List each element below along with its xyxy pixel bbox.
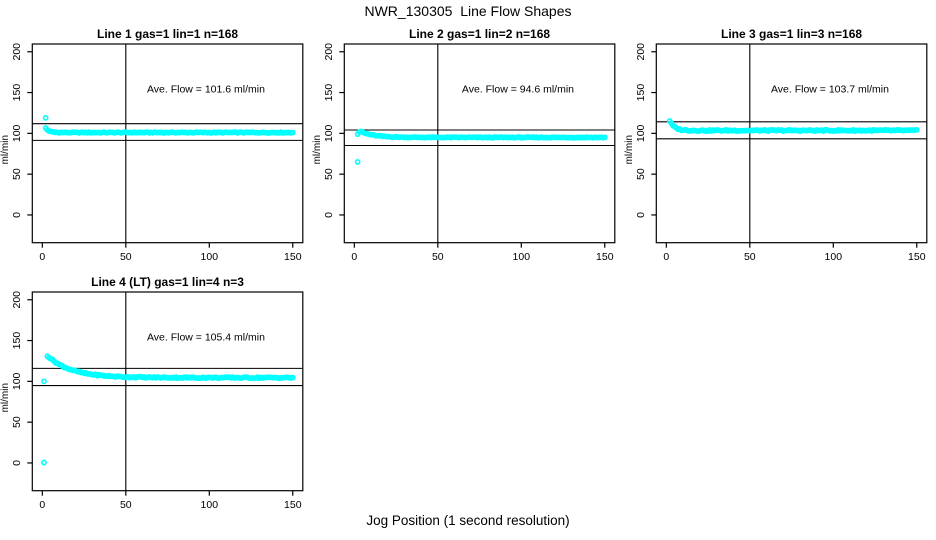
ave-flow-annotation: Ave. Flow = 103.7 ml/min <box>771 84 889 96</box>
svg-text:100: 100 <box>201 251 219 263</box>
x-axis: 0 50 100 150 <box>39 242 302 263</box>
x-axis: 0 50 100 150 <box>39 490 302 511</box>
svg-text:0: 0 <box>663 251 669 263</box>
svg-text:100: 100 <box>201 499 219 511</box>
reference-lines <box>344 44 615 243</box>
data-points <box>354 128 608 165</box>
svg-text:100: 100 <box>635 124 647 142</box>
data-points <box>42 114 296 136</box>
reference-lines <box>656 44 927 243</box>
svg-text:150: 150 <box>323 84 335 102</box>
ave-flow-annotation: Ave. Flow = 94.6 ml/min <box>462 84 574 96</box>
figure-x-axis-label: Jog Position (1 second resolution) <box>366 513 570 528</box>
svg-text:200: 200 <box>11 43 23 61</box>
svg-text:50: 50 <box>11 168 23 180</box>
ave-flow-annotation: Ave. Flow = 101.6 ml/min <box>147 84 265 96</box>
y-axis: 0 50 100 150 200 <box>323 43 345 218</box>
x-axis: 0 50 100 150 <box>663 242 926 263</box>
panel-line3: Line 3 gas=1 lin=3 n=168 0 50 100 150 0 50 100 1… <box>624 20 936 268</box>
y-axis: 0 50 100 150 200 <box>11 43 33 218</box>
ave-flow-annotation: Ave. Flow = 105.4 ml/min <box>147 332 265 344</box>
svg-text:0: 0 <box>323 212 335 218</box>
svg-text:150: 150 <box>908 251 926 263</box>
line4-chart: Line 4 (LT) gas=1 lin=4 n=3 0 50 100 150 0 50 1… <box>0 275 304 511</box>
figure-title: NWR_130305 Line Flow Shapes <box>364 3 572 19</box>
svg-text:0: 0 <box>635 212 647 218</box>
plot-box <box>31 43 304 244</box>
svg-text:50: 50 <box>323 168 335 180</box>
panel-title: Line 3 gas=1 lin=3 n=168 <box>721 27 862 41</box>
svg-text:0: 0 <box>351 251 357 263</box>
svg-text:150: 150 <box>635 84 647 102</box>
panel-title: Line 2 gas=1 lin=2 n=168 <box>409 27 550 41</box>
line1-chart: Line 1 gas=1 lin=1 n=168 0 50 100 150 0 50 100 1… <box>0 27 304 263</box>
line2-chart: Line 2 gas=1 lin=2 n=168 0 50 100 150 0 50 100 1… <box>312 27 616 263</box>
panel-title: Line 4 (LT) gas=1 lin=4 n=3 <box>91 275 244 289</box>
panel-line1: Line 1 gas=1 lin=1 n=168 0 50 100 150 0 50 100 1… <box>0 20 312 268</box>
svg-text:100: 100 <box>11 372 23 390</box>
svg-text:50: 50 <box>635 168 647 180</box>
svg-text:50: 50 <box>744 251 756 263</box>
y-axis-label: ml/min <box>624 135 635 164</box>
data-points <box>666 118 920 135</box>
plot-box <box>343 43 616 244</box>
svg-text:50: 50 <box>120 499 132 511</box>
line3-chart: Line 3 gas=1 lin=3 n=168 0 50 100 150 0 50 100 1… <box>624 27 928 263</box>
panel-title: Line 1 gas=1 lin=1 n=168 <box>97 27 238 41</box>
svg-text:50: 50 <box>432 251 444 263</box>
svg-text:100: 100 <box>513 251 531 263</box>
svg-text:100: 100 <box>323 124 335 142</box>
data-points <box>41 353 296 466</box>
svg-text:150: 150 <box>11 332 23 350</box>
y-axis-label: ml/min <box>0 135 11 164</box>
y-axis-label: ml/min <box>0 383 11 412</box>
x-axis: 0 50 100 150 <box>351 242 614 263</box>
svg-text:0: 0 <box>39 499 45 511</box>
y-axis: 0 50 100 150 200 <box>11 291 33 466</box>
svg-text:0: 0 <box>11 460 23 466</box>
svg-text:200: 200 <box>323 43 335 61</box>
svg-text:150: 150 <box>596 251 614 263</box>
svg-text:200: 200 <box>11 291 23 309</box>
svg-text:50: 50 <box>120 251 132 263</box>
svg-text:150: 150 <box>284 499 302 511</box>
reference-lines <box>32 292 303 491</box>
svg-text:0: 0 <box>11 212 23 218</box>
y-axis-label: ml/min <box>312 135 323 164</box>
panel-line2: Line 2 gas=1 lin=2 n=168 0 50 100 150 0 50 100 1… <box>312 20 624 268</box>
reference-lines <box>32 44 303 243</box>
y-axis: 0 50 100 150 200 <box>635 43 657 218</box>
plot-box <box>655 43 928 244</box>
svg-text:50: 50 <box>11 416 23 428</box>
svg-text:200: 200 <box>635 43 647 61</box>
svg-text:150: 150 <box>284 251 302 263</box>
panel-line4: Line 4 (LT) gas=1 lin=4 n=3 0 50 100 150 0 50 1… <box>0 268 312 516</box>
svg-text:150: 150 <box>11 84 23 102</box>
svg-text:0: 0 <box>39 251 45 263</box>
svg-text:100: 100 <box>825 251 843 263</box>
plot-box <box>31 291 304 492</box>
svg-text:100: 100 <box>11 124 23 142</box>
